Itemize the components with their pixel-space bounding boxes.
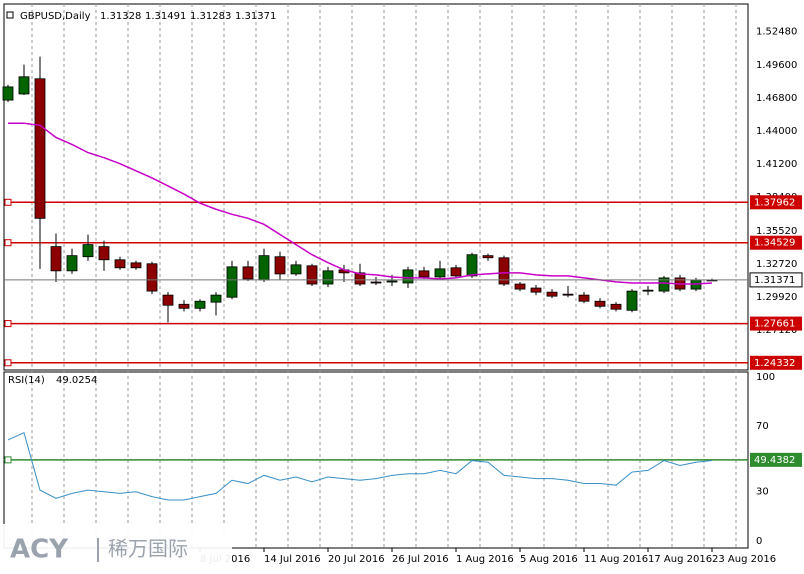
candle-body — [402, 269, 414, 284]
y-tick-label: 1.52480 — [756, 26, 797, 37]
level-label: 49.4382 — [754, 455, 795, 466]
level-handle — [4, 198, 12, 206]
current-price-label: 1.31371 — [754, 275, 795, 286]
candle-body — [434, 268, 446, 278]
candle-body — [98, 246, 110, 261]
candle-body — [658, 277, 670, 292]
candle-body — [450, 267, 462, 277]
level-label: 1.34529 — [754, 238, 795, 249]
candle-body — [242, 266, 254, 280]
ohlc-low: 1.31283 — [190, 11, 231, 22]
candle-body — [66, 255, 78, 272]
candle-body — [354, 272, 366, 285]
level-handle — [4, 456, 12, 464]
candle-body — [18, 76, 30, 95]
level-label: 1.27661 — [754, 319, 795, 330]
x-tick-label: 14 Jul 2016 — [264, 554, 321, 565]
candle-body — [546, 291, 558, 297]
rsi-line — [7, 431, 713, 501]
labels-layer: 1.524801.496001.468001.440001.412001.384… — [200, 26, 803, 565]
level-label: 1.37962 — [754, 197, 795, 208]
candle-body — [178, 303, 190, 309]
candle-body — [2, 86, 14, 101]
candle-body — [642, 289, 654, 292]
candle-body — [594, 300, 606, 307]
candle-body — [418, 270, 430, 278]
level-label: 1.24332 — [754, 358, 795, 369]
candle-body — [226, 266, 238, 298]
level-handle — [4, 239, 12, 247]
level-handle — [4, 359, 12, 367]
candle-body — [498, 257, 510, 285]
x-tick-label: 11 Aug 2016 — [584, 554, 648, 565]
rsi-title: RSI(14) — [8, 375, 45, 386]
moving-average-line — [8, 122, 713, 285]
y-tick-label: 100 — [756, 372, 775, 383]
level-tag — [750, 452, 802, 467]
level-tag — [750, 195, 802, 210]
candle-body — [322, 270, 334, 285]
candle-body — [258, 255, 270, 281]
price-panel — [3, 3, 749, 371]
candle-body — [386, 280, 398, 283]
candle-body — [306, 265, 318, 285]
candle-body — [162, 294, 174, 306]
watermark-brand: ACY — [10, 535, 69, 565]
candle-body — [194, 300, 206, 309]
candle-body — [530, 287, 542, 293]
y-tick-label: 1.46800 — [756, 93, 797, 104]
y-tick-label: 1.49600 — [756, 60, 797, 71]
x-tick-label: 20 Jul 2016 — [328, 554, 385, 565]
y-tick-label: 1.41200 — [756, 159, 797, 170]
y-tick-label: 1.35520 — [756, 226, 797, 237]
x-tick-label: 5 Aug 2016 — [520, 554, 578, 565]
ohlc-high: 1.31491 — [145, 11, 186, 22]
candle-body — [562, 293, 574, 296]
candle-body — [610, 303, 622, 310]
ohlc-open: 1.31328 — [100, 11, 141, 22]
x-tick-label: 17 Aug 2016 — [648, 554, 712, 565]
candle-body — [290, 264, 302, 275]
x-tick-label: 26 Jul 2016 — [392, 554, 449, 565]
candle-body — [210, 294, 222, 303]
candle-body — [274, 256, 286, 275]
x-tick-label: 23 Aug 2016 — [712, 554, 776, 565]
candle-body — [50, 246, 62, 272]
marks-layer — [2, 56, 748, 501]
watermark-name: 稀万国际 — [108, 537, 188, 561]
candle-body — [626, 290, 638, 311]
menu-icon — [6, 11, 14, 19]
ohlc-close: 1.31371 — [235, 11, 276, 22]
candle-body — [466, 254, 478, 277]
chart-title: GBPUSD,Daily — [20, 11, 91, 22]
candle-body — [578, 294, 590, 302]
y-tick-label: 0 — [756, 536, 762, 547]
candle-body — [82, 244, 94, 258]
watermark-box — [0, 524, 232, 574]
candle-body — [146, 263, 158, 292]
y-tick-label: 1.44000 — [756, 126, 797, 137]
level-tag — [750, 316, 802, 331]
y-tick-label: 70 — [756, 421, 769, 432]
y-tick-label: 1.32720 — [756, 259, 797, 270]
candle-body — [370, 281, 382, 284]
x-tick-label: 1 Aug 2016 — [456, 554, 514, 565]
candle-body — [482, 255, 494, 259]
watermark: ACY 稀万国际 — [0, 524, 232, 574]
y-tick-label: 1.29920 — [756, 292, 797, 303]
candle-body — [114, 259, 126, 269]
level-handle — [4, 320, 12, 328]
y-tick-label: 30 — [756, 487, 769, 498]
rsi-value: 49.0254 — [56, 375, 97, 386]
current-price-tag — [749, 272, 803, 288]
candle-body — [130, 262, 142, 269]
candle-body — [34, 78, 46, 219]
candle-body — [514, 283, 526, 290]
level-tag — [750, 235, 802, 250]
level-tag — [750, 355, 802, 370]
